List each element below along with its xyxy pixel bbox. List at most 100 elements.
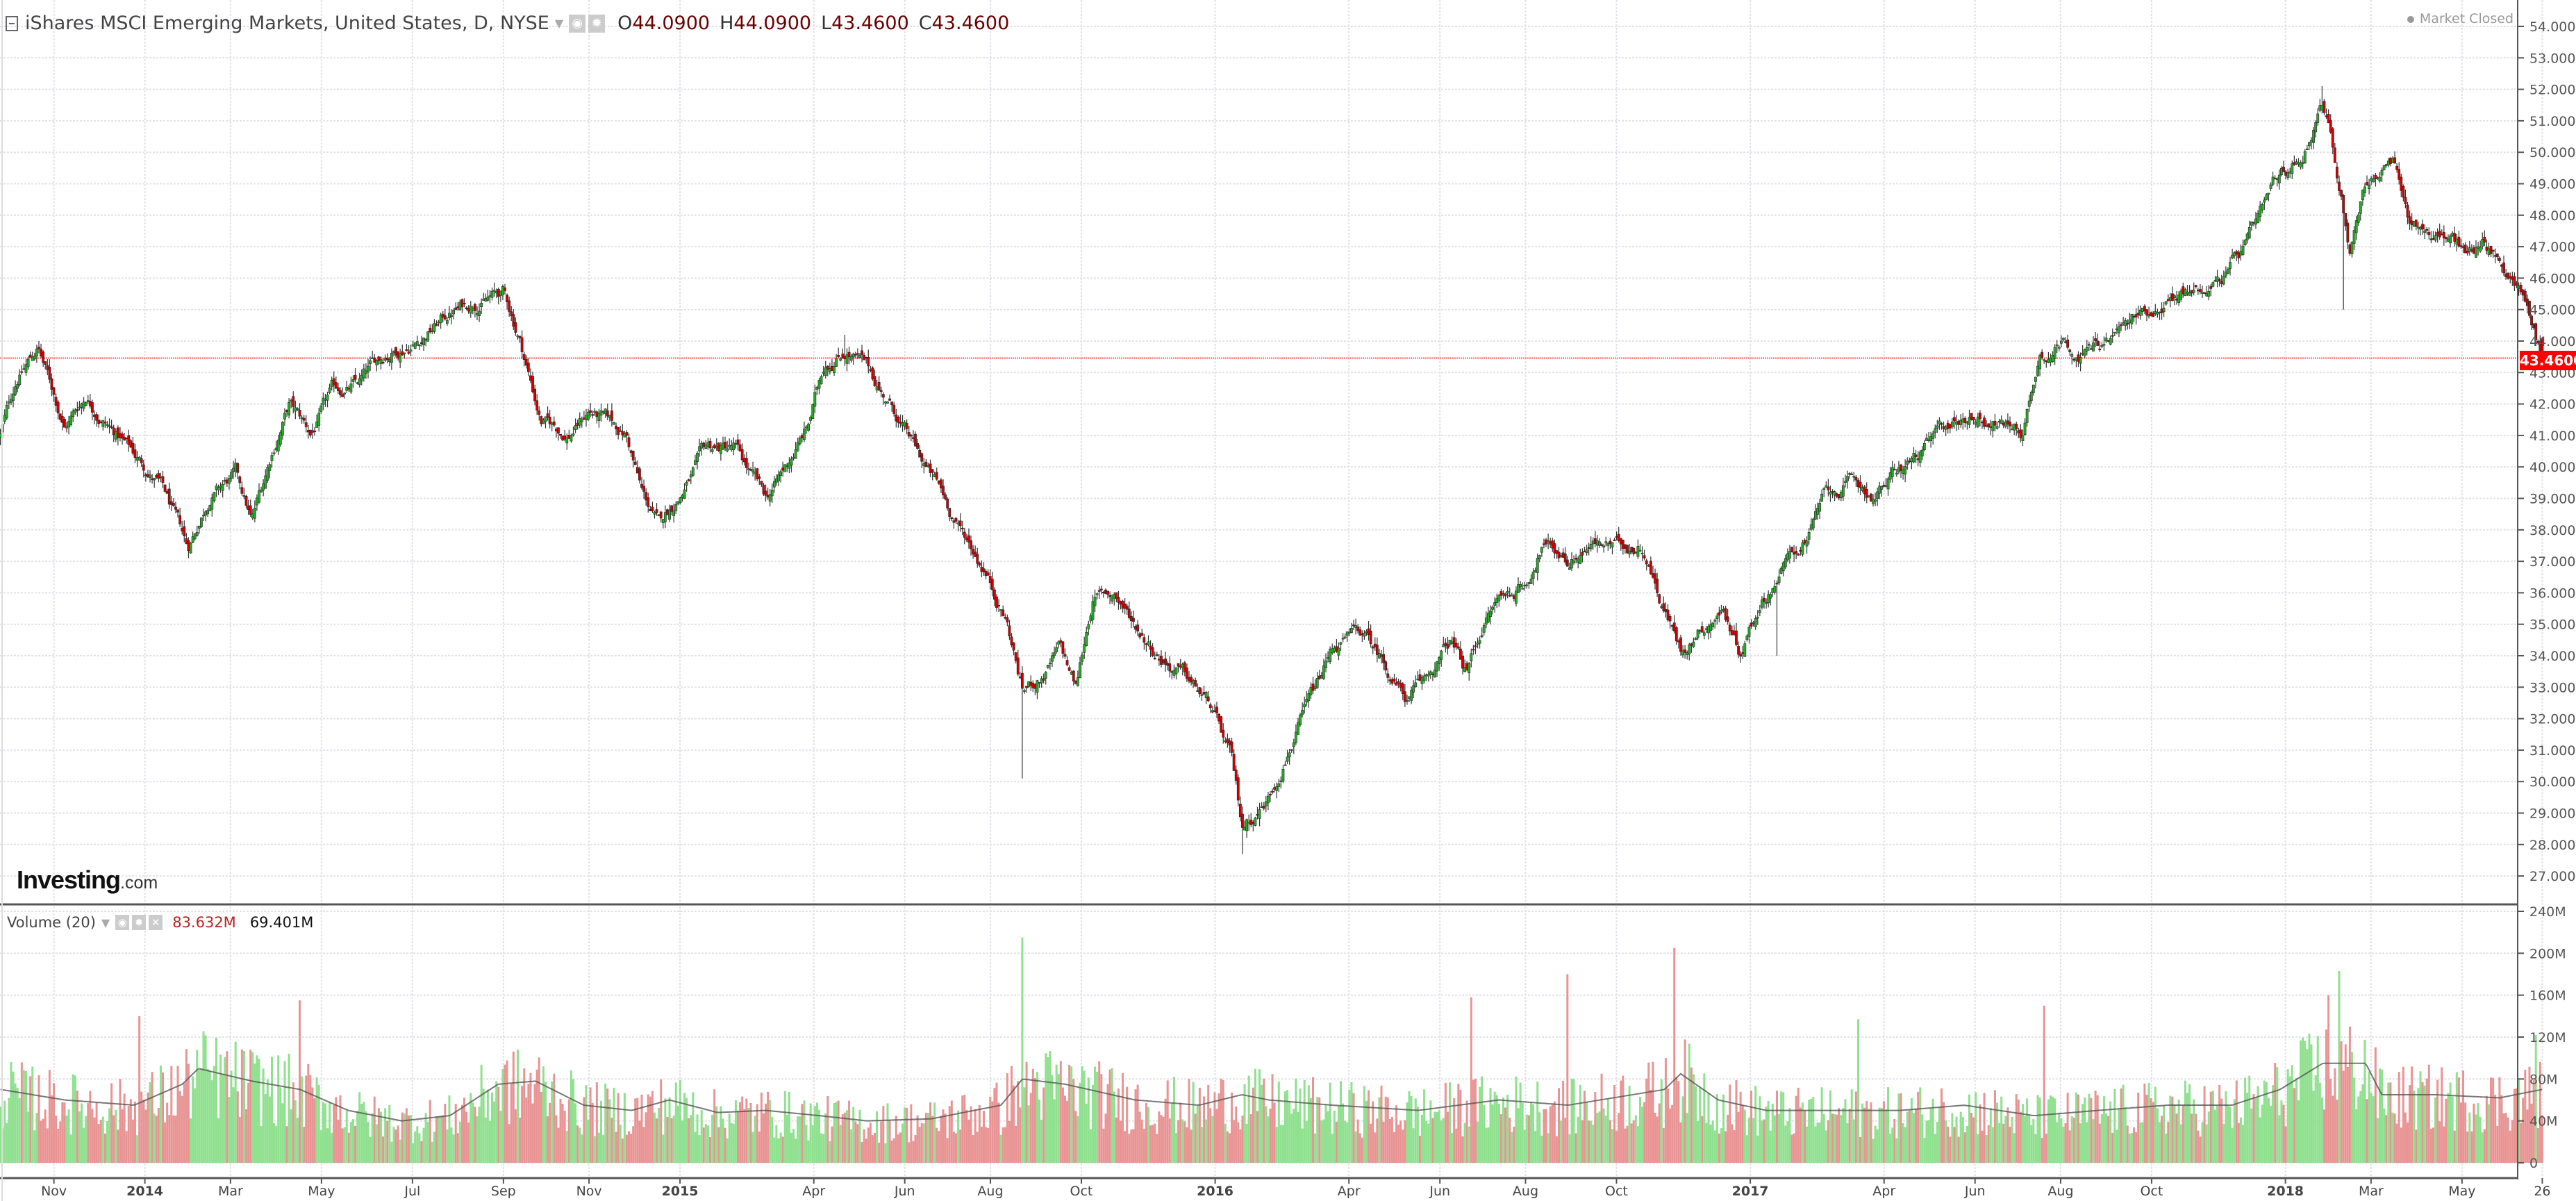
candle-down [940, 479, 942, 489]
candle-down [1593, 538, 1597, 544]
candle-down [2282, 167, 2285, 172]
candle-up [1434, 669, 1436, 677]
candle-down [2152, 313, 2155, 317]
volume-bar-up [2451, 1096, 2454, 1163]
volume-bar-up [1055, 1064, 1058, 1163]
volume-bar-down [1690, 1067, 1693, 1163]
candle-up [1438, 657, 1441, 664]
volume-bar-down [1370, 1123, 1372, 1163]
volume-bar-up [392, 1127, 395, 1163]
volume-bar-up [388, 1104, 391, 1163]
gear-icon[interactable]: ✹ [132, 915, 147, 930]
volume-bar-up [613, 1087, 615, 1163]
candle-up [2280, 167, 2283, 176]
volume-bar-up [2147, 1083, 2150, 1163]
volume-bar-up [1846, 1123, 1849, 1163]
candle-up [1044, 672, 1047, 679]
volume-bar-up [446, 1129, 449, 1163]
volume-bar-down [1893, 1118, 1896, 1163]
candle-up [2419, 227, 2422, 230]
candle-up [851, 354, 855, 358]
candle-up [1925, 438, 1928, 441]
volume-bar-down [1130, 1129, 1133, 1163]
candle-up [1688, 644, 1691, 655]
candle-down [610, 410, 613, 421]
volume-bar-up [839, 1125, 842, 1163]
candle-up [1429, 671, 1432, 675]
candle-up [358, 378, 361, 385]
candle-up [22, 368, 26, 370]
volume-bar-down [2064, 1123, 2067, 1163]
gear-icon[interactable]: ✹ [588, 14, 606, 33]
volume-bar-up [1309, 1098, 1312, 1163]
candle-up [1989, 426, 1993, 428]
volume-bar-up [1959, 1111, 1962, 1163]
volume-bar-up [196, 1050, 199, 1163]
candle-up [388, 359, 391, 362]
candle-up [383, 358, 387, 361]
candle-down [2440, 233, 2443, 235]
candle-up [2370, 178, 2373, 181]
volume-bar-up [884, 1143, 887, 1163]
volume-bar-up [2288, 1076, 2291, 1163]
candle-up [1051, 655, 1054, 662]
investing-logo[interactable]: Investing.com [17, 865, 158, 895]
dropdown-caret-icon[interactable]: ▼ [554, 17, 564, 30]
candle-up [2305, 148, 2309, 151]
candle-down [538, 411, 541, 415]
candle-up [490, 290, 494, 298]
volume-bar-up [1784, 1125, 1787, 1163]
candle-up [114, 431, 117, 440]
candle-down [1138, 633, 1142, 638]
dropdown-caret-icon[interactable]: ▼ [101, 916, 110, 929]
candle-up [191, 536, 194, 543]
volume-bar-down [407, 1115, 410, 1163]
candle-down [142, 464, 145, 471]
candle-down [865, 356, 868, 359]
candle-down [377, 356, 381, 361]
candle-down [514, 322, 517, 333]
volume-bar-down [2526, 1109, 2529, 1163]
candle-down [1750, 622, 1753, 627]
volume-bar-down [474, 1107, 476, 1163]
volume-bar-down [2171, 1096, 2174, 1163]
candle-down [249, 505, 252, 515]
candle-up [1476, 643, 1479, 645]
candle-up [809, 417, 813, 421]
volume-bar-down [1701, 1116, 1704, 1163]
candle-up [2179, 290, 2183, 300]
volume-bar-up [1590, 1120, 1593, 1163]
volume-bar-up [2487, 1104, 2490, 1163]
candle-down [2194, 285, 2197, 288]
collapse-icon[interactable] [6, 15, 18, 31]
volume-bar-up [222, 1073, 224, 1163]
candle-up [2147, 314, 2150, 317]
candle-down [529, 375, 532, 381]
volume-bar-up [1570, 1078, 1573, 1163]
candle-up [696, 453, 699, 462]
volume-bar-up [1695, 1086, 1697, 1163]
candle-down [2160, 308, 2163, 313]
candle-down [2190, 290, 2193, 294]
eye-icon[interactable]: ◉ [115, 915, 130, 930]
volume-bar-up [1538, 1112, 1541, 1163]
candle-up [1260, 806, 1263, 808]
volume-bar-up [279, 1087, 282, 1163]
close-icon[interactable]: ✕ [149, 915, 163, 930]
volume-bar-up [1697, 1120, 1700, 1163]
candle-down [2145, 309, 2148, 316]
volume-bar-up [1912, 1113, 1915, 1163]
candle-up [1113, 594, 1116, 599]
volume-bar-up [1906, 1111, 1909, 1163]
volume-bar-up [371, 1113, 374, 1163]
volume-bar-down [1273, 1102, 1276, 1163]
candle-up [482, 299, 485, 301]
volume-bar-up [597, 1132, 600, 1163]
candle-up [1283, 764, 1287, 766]
eye-icon[interactable]: ◉ [569, 14, 586, 33]
candle-down [1690, 643, 1693, 646]
candle-up [747, 468, 750, 470]
volume-bar-up [1872, 1138, 1875, 1163]
